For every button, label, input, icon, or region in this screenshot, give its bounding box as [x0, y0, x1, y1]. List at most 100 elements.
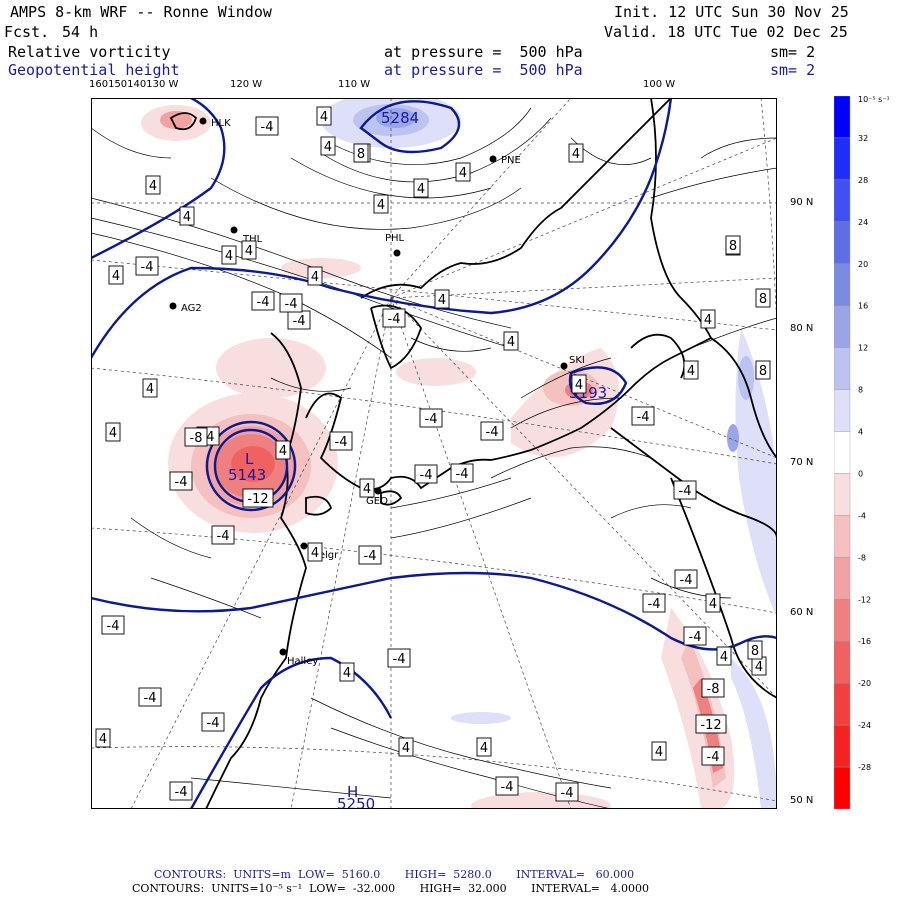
- vorticity-contour-label: 4: [307, 542, 323, 562]
- colorbar-cell: [834, 137, 851, 181]
- station-pne-label: PNE: [501, 155, 521, 166]
- svg-text:-12: -12: [247, 492, 268, 507]
- colorbar-tick-label: -12: [858, 595, 871, 604]
- svg-text:-4: -4: [679, 484, 692, 499]
- colorbar-tick-label: -24: [858, 721, 871, 730]
- svg-text:-4: -4: [335, 435, 348, 450]
- svg-text:4: 4: [720, 650, 728, 665]
- vorticity-contour-label: -4: [358, 545, 382, 565]
- field1-level: at pressure = 500 hPa: [384, 43, 583, 61]
- vorticity-contour-label: 4: [434, 289, 450, 309]
- lat-label-90n: 90 N: [790, 197, 814, 208]
- svg-text:4: 4: [417, 182, 425, 197]
- svg-text:-4: -4: [141, 260, 154, 275]
- colorbar-cell: [834, 599, 851, 642]
- vorticity-contour-label: 4: [751, 656, 767, 676]
- vorticity-contour-label: 4: [145, 175, 161, 195]
- vorticity-contour-label: 4: [307, 266, 323, 286]
- station-halley-label: Halley: [287, 656, 318, 667]
- model-title: AMPS 8-km WRF -- Ronne Window: [10, 3, 272, 21]
- valid-time: Valid. 18 UTC Tue 02 Dec 25: [604, 23, 848, 41]
- station-halley-dot: [279, 648, 287, 656]
- svg-text:-4: -4: [144, 691, 157, 706]
- lon-label-110w: 110 W: [338, 79, 371, 90]
- station-belgr-label: Belgr: [312, 550, 339, 561]
- vorticity-contour-label: 4: [683, 360, 699, 380]
- vorticity-contour-label: -4: [211, 525, 235, 545]
- vorticity-contour-label: 4: [398, 737, 414, 757]
- colorbar-tick-label: -28: [858, 763, 871, 772]
- field1-smoothing: sm= 2: [770, 43, 816, 61]
- colorbar-tick-label: 4: [858, 428, 863, 437]
- svg-text:-4: -4: [388, 312, 401, 327]
- coastlines: [169, 98, 777, 809]
- vorticity-contour-label: -4: [683, 626, 707, 646]
- station-hlk-label: HLK: [211, 118, 231, 129]
- svg-text:4: 4: [655, 745, 663, 760]
- svg-text:-4: -4: [107, 619, 120, 634]
- lon-label-100w: 100 W: [643, 79, 676, 90]
- lat-lon-grid: [91, 98, 777, 809]
- vorticity-contour-label: -8: [184, 427, 208, 447]
- lat-label-50n: 50 N: [790, 795, 814, 806]
- vorticity-contour-label: 4: [339, 662, 355, 682]
- colorbar-cell: [834, 305, 851, 348]
- svg-text:-4: -4: [689, 630, 702, 645]
- svg-text:-4: -4: [261, 120, 274, 135]
- svg-text:-8: -8: [707, 682, 720, 697]
- colorbar-cell: [834, 263, 851, 306]
- colorbar-cell: [834, 431, 851, 474]
- colorbar-tick-label: -20: [858, 679, 871, 688]
- station-pne-dot: [489, 155, 497, 163]
- colorbar-cell: [834, 389, 851, 432]
- svg-text:4: 4: [704, 313, 712, 328]
- lon-label-160-130w: 160150140130 W: [89, 79, 179, 90]
- height-value-5143: 5143: [228, 466, 266, 484]
- svg-text:4: 4: [279, 444, 287, 459]
- colorbar-cell: [834, 179, 851, 223]
- colorbar-tick-label: 16: [858, 302, 868, 311]
- svg-text:4: 4: [572, 147, 580, 162]
- svg-text:8: 8: [751, 644, 759, 659]
- station-ski-dot: [560, 362, 568, 370]
- vorticity-shading: [141, 98, 777, 809]
- svg-text:4: 4: [245, 244, 253, 259]
- colorbar-cell: [834, 682, 851, 726]
- svg-text:-4: -4: [486, 425, 499, 440]
- vorticity-contour-label: 8: [755, 360, 771, 380]
- vorticity-colorbar: 10⁻⁵ s⁻¹ 32 28 24 20 16 12 8 4 0 -4 -8 -12 -16 -20 -24…: [834, 96, 890, 810]
- colorbar-cell: [834, 515, 851, 558]
- vorticity-contour-label: -4: [382, 308, 406, 328]
- colorbar-tick-label: -16: [858, 637, 871, 646]
- svg-text:4: 4: [438, 293, 446, 308]
- svg-text:4: 4: [575, 378, 583, 393]
- vorticity-contour-label: 4: [142, 378, 158, 398]
- vorticity-contour-label: -4: [495, 776, 519, 796]
- vorticity-contour-label: 4: [373, 194, 389, 214]
- svg-text:-4: -4: [175, 785, 188, 800]
- field2-smoothing: sm= 2: [770, 61, 816, 79]
- svg-text:-4: -4: [648, 597, 661, 612]
- svg-text:4: 4: [687, 364, 695, 379]
- colorbar-cell: [834, 221, 851, 264]
- vorticity-contour-label: -4: [674, 569, 698, 589]
- vorticity-contour-label: -4: [555, 782, 579, 802]
- vorticity-contour-label: 4: [320, 136, 336, 156]
- vorticity-contour-label: -4: [135, 256, 159, 276]
- colorbar-cell: [834, 724, 851, 768]
- svg-text:-4: -4: [393, 652, 406, 667]
- station-ski-label: SKI: [569, 355, 585, 366]
- vorticity-contour-label: 4: [108, 265, 124, 285]
- vorticity-contour-label: -4: [201, 712, 225, 732]
- forecast-hour: 54 h: [62, 23, 99, 41]
- lat-label-80n: 80 N: [790, 323, 814, 334]
- svg-text:4: 4: [755, 660, 763, 675]
- field1-name: Relative vorticity: [8, 43, 171, 61]
- vorticity-contour-label: -4: [480, 421, 504, 441]
- vorticity-contour-label: 4: [359, 478, 375, 498]
- low-marker: L: [245, 450, 254, 468]
- field2-name: Geopotential height: [8, 61, 180, 79]
- vorticity-contour-label: 4: [716, 646, 732, 666]
- svg-text:4: 4: [480, 741, 488, 756]
- svg-text:4: 4: [99, 732, 107, 747]
